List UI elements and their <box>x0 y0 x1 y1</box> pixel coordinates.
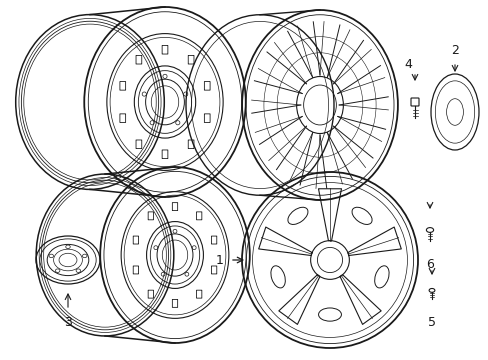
Text: 6: 6 <box>425 258 433 271</box>
Text: 4: 4 <box>403 58 411 72</box>
Text: 3: 3 <box>64 315 72 328</box>
Text: 5: 5 <box>427 315 435 328</box>
Text: 1: 1 <box>216 253 224 266</box>
Text: 2: 2 <box>450 44 458 57</box>
